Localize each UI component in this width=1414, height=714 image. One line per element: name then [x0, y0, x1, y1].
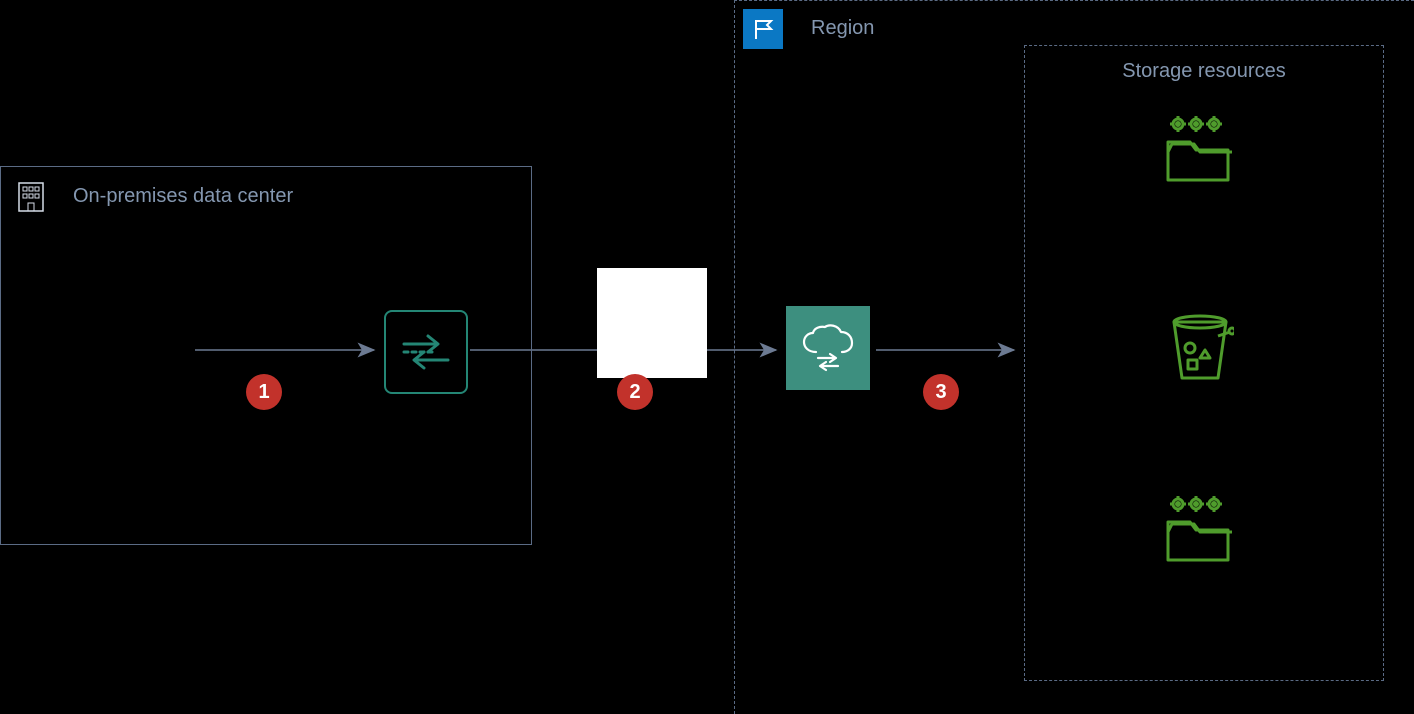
- agent-node: [384, 310, 468, 394]
- cloud-sync-node: [786, 306, 870, 390]
- step-badge-3: 3: [923, 374, 959, 410]
- transfer-arrows-icon: [398, 330, 454, 374]
- step-badge-2: 2: [617, 374, 653, 410]
- step-number: 1: [258, 381, 269, 404]
- folder-gears-icon: [1162, 494, 1238, 566]
- step-number: 3: [935, 381, 946, 404]
- building-icon: [11, 177, 51, 217]
- storage-icon-bottom: [1160, 490, 1240, 570]
- storage-icon-top: [1160, 110, 1240, 190]
- region-label: Region: [811, 17, 874, 40]
- storage-icon-mid: [1160, 308, 1240, 388]
- step-number: 2: [629, 381, 640, 404]
- cloud-sync-icon: [798, 324, 858, 372]
- step-badge-1: 1: [246, 374, 282, 410]
- onprem-label: On-premises data center: [73, 185, 293, 208]
- bucket-icon: [1166, 312, 1234, 384]
- flag-icon: [743, 9, 783, 49]
- intermediate-node: [597, 268, 707, 378]
- folder-gears-icon: [1162, 114, 1238, 186]
- storage-label: Storage resources: [1025, 60, 1383, 83]
